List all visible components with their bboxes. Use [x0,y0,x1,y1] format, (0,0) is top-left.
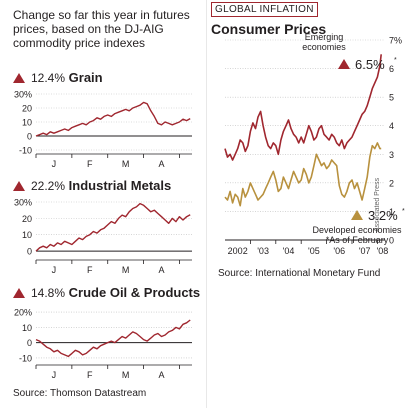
xtick-label: J [52,370,57,380]
up-triangle-icon [13,73,25,83]
xtick-label: F [87,159,93,169]
ytick-label: 10 [22,323,32,333]
ytick-label: 0 [389,236,394,246]
ytick-label: 10 [22,118,32,128]
ytick-label: 0 [27,247,32,257]
xtick-label: F [87,265,93,275]
ytick-label: -10 [19,353,32,363]
xtick-label: 2002 [228,246,248,256]
xtick-label: '08 [377,246,389,256]
series-line [35,101,191,137]
emerging-line [224,54,382,161]
metals-name: Industrial Metals [68,178,172,193]
ytick-label: 2 [389,178,394,188]
intro-text: Change so far this year in futures price… [13,8,190,50]
consumer-prices-chart: 0 1 2 3 4 5 6 7% 2002 '03 '04 '05 '06 '07 '08 Associate… [224,32,405,256]
developed-line [224,142,382,207]
credit-text: Associated Press [374,177,381,232]
oil-chart: 20% 10 0 -10 J F M A [14,308,192,380]
consumer-prices-title: Consumer Prices [211,21,327,37]
xtick-label: '04 [283,246,295,256]
ytick-label: 7% [389,36,402,46]
emerging-label-line2: economies [302,42,346,52]
oil-pct: 14.8% [31,286,66,300]
ytick-label: -10 [19,146,32,156]
xtick-label: A [159,265,165,275]
metals-pct: 22.2% [31,179,66,193]
footnote-star: * [402,208,405,215]
xtick-label: J [52,265,57,275]
ytick-label: 30% [14,198,32,208]
developed-label: Developed economies [312,225,402,235]
ytick-label: 0 [27,338,32,348]
ytick-label: 20% [14,308,32,318]
emerging-label-line1: Emerging [305,32,344,42]
xtick-label: A [159,159,165,169]
right-source: Source: International Monetary Fund [218,268,381,279]
xtick-label: '03 [257,246,269,256]
ytick-label: 0 [27,132,32,142]
xtick-label: '07 [359,246,371,256]
panel-divider [206,0,207,408]
grain-pct: 12.4% [31,71,66,85]
xtick-label: M [122,370,130,380]
ytick-label: 4 [389,121,394,131]
ytick-label: 30% [14,90,32,100]
metals-title: 22.2% Industrial Metals [13,178,171,193]
oil-name: Crude Oil & Products [68,285,201,300]
up-triangle-icon [338,59,350,69]
up-triangle-icon [13,288,25,298]
ytick-label: 10 [22,230,32,240]
xtick-label: '06 [333,246,345,256]
xtick-label: '05 [308,246,320,256]
section-tag: GLOBAL INFLATION [211,2,318,17]
grain-name: Grain [68,70,103,85]
oil-title: 14.8% Crude Oil & Products [13,285,200,300]
up-triangle-icon [351,210,363,220]
grain-chart: 30% 20 10 0 -10 J F M A [14,90,192,169]
ytick-label: 20 [22,214,32,224]
metals-chart: 30% 20 10 0 J F M A [14,198,192,275]
ytick-label: 6 [389,64,394,74]
left-source: Source: Thomson Datastream [13,388,147,399]
developed-value: 3.2% [368,208,398,223]
footnote-star: * [394,57,397,64]
xtick-label: F [87,370,93,380]
ytick-label: 1 [389,207,394,217]
ytick-label: 3 [389,150,394,160]
xtick-label: M [122,159,130,169]
xtick-label: M [122,265,130,275]
footnote: *As of February [326,235,389,245]
series-line [35,319,191,358]
grain-title: 12.4% Grain [13,70,103,85]
xtick-label: J [52,159,57,169]
xtick-label: A [159,370,165,380]
up-triangle-icon [13,181,25,191]
series-line [35,202,191,252]
ytick-label: 20 [22,104,32,114]
ytick-label: 5 [389,93,394,103]
emerging-value: 6.5% [355,57,385,72]
